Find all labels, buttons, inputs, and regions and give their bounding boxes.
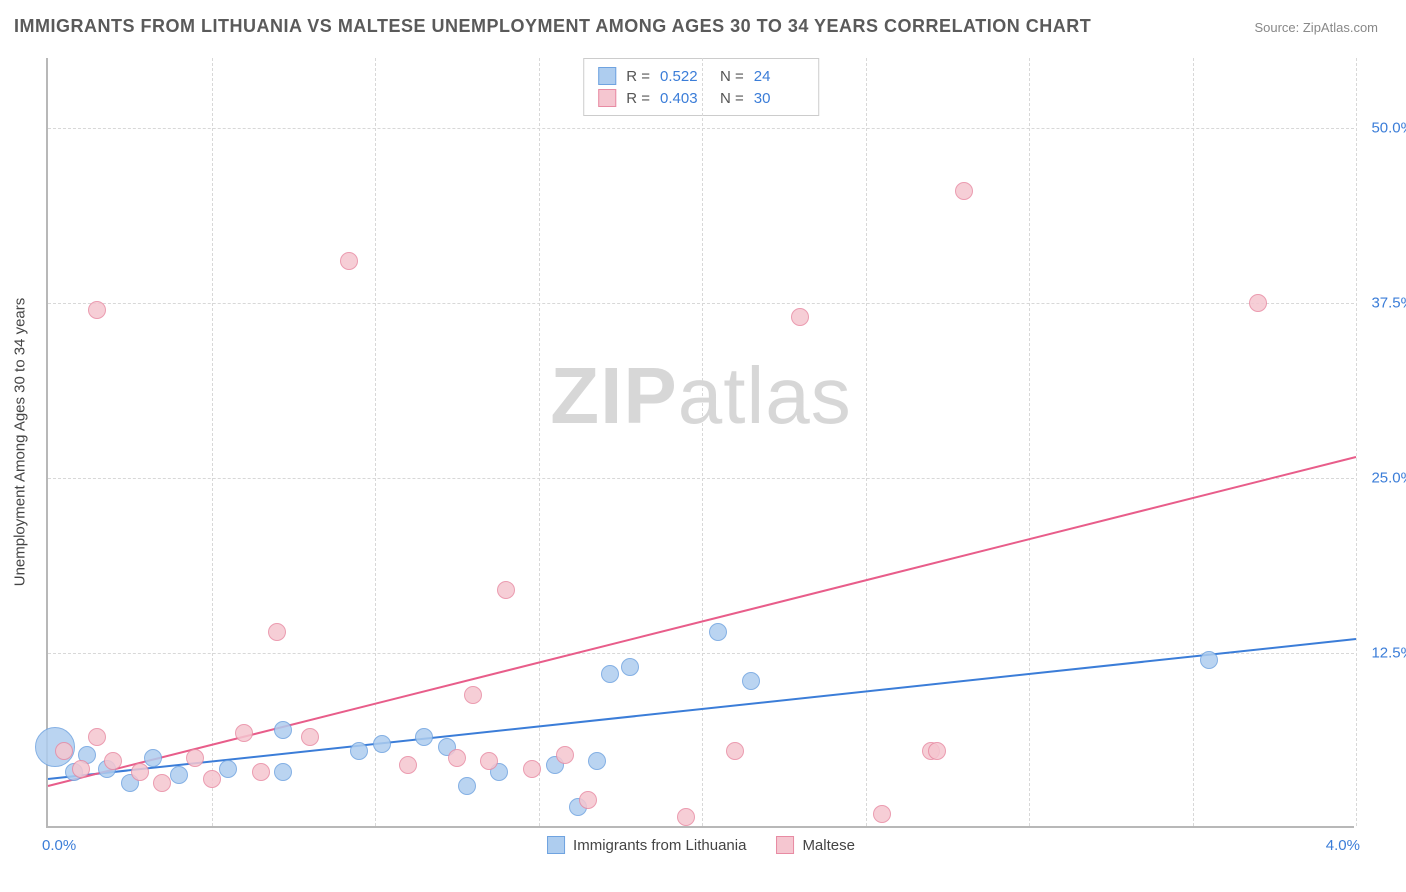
gridline-vertical (375, 58, 376, 826)
scatter-point (448, 749, 466, 767)
gridline-vertical (866, 58, 867, 826)
scatter-point (415, 728, 433, 746)
scatter-point (186, 749, 204, 767)
scatter-point (621, 658, 639, 676)
scatter-point (203, 770, 221, 788)
scatter-point (153, 774, 171, 792)
scatter-point (742, 672, 760, 690)
scatter-point (709, 623, 727, 641)
stat-N-label: N = (720, 90, 744, 107)
scatter-point (274, 763, 292, 781)
x-axis-min-label: 0.0% (42, 837, 76, 854)
chart-title: IMMIGRANTS FROM LITHUANIA VS MALTESE UNE… (14, 16, 1091, 37)
legend-label: Maltese (802, 837, 855, 854)
scatter-point (497, 581, 515, 599)
scatter-point (556, 746, 574, 764)
scatter-point (131, 763, 149, 781)
scatter-point (579, 791, 597, 809)
gridline-vertical (1356, 58, 1357, 826)
scatter-point (340, 252, 358, 270)
stats-row: R =0.522N =24 (598, 65, 804, 87)
legend-swatch (547, 836, 565, 854)
y-tick-label: 25.0% (1359, 470, 1406, 487)
scatter-point (235, 724, 253, 742)
scatter-point (252, 763, 270, 781)
scatter-point (170, 766, 188, 784)
gridline-vertical (1029, 58, 1030, 826)
y-tick-label: 37.5% (1359, 295, 1406, 312)
scatter-point (144, 749, 162, 767)
scatter-point (301, 728, 319, 746)
scatter-point (1249, 294, 1267, 312)
scatter-point (104, 752, 122, 770)
scatter-point (1200, 651, 1218, 669)
bottom-legend: Immigrants from Lithuania Maltese (547, 836, 855, 854)
y-tick-label: 50.0% (1359, 120, 1406, 137)
legend-swatch (598, 89, 616, 107)
scatter-point (458, 777, 476, 795)
scatter-point (873, 805, 891, 823)
stat-N-label: N = (720, 68, 744, 85)
legend-swatch (776, 836, 794, 854)
stats-legend-box: R =0.522N =24R =0.403N =30 (583, 58, 819, 116)
scatter-point (350, 742, 368, 760)
scatter-point (373, 735, 391, 753)
gridline-horizontal (48, 478, 1354, 479)
scatter-point (955, 182, 973, 200)
gridline-vertical (212, 58, 213, 826)
watermark-strong: ZIP (550, 351, 677, 440)
legend-item: Maltese (776, 836, 855, 854)
stat-R-label: R = (626, 90, 650, 107)
scatter-point (274, 721, 292, 739)
gridline-vertical (1193, 58, 1194, 826)
stat-N-value: 30 (754, 90, 804, 107)
watermark: ZIPatlas (550, 350, 851, 442)
stat-R-label: R = (626, 68, 650, 85)
chart-container: IMMIGRANTS FROM LITHUANIA VS MALTESE UNE… (0, 0, 1406, 892)
scatter-point (677, 808, 695, 826)
scatter-point (791, 308, 809, 326)
source-label: Source: ZipAtlas.com (1254, 20, 1378, 35)
scatter-point (55, 742, 73, 760)
gridline-horizontal (48, 128, 1354, 129)
legend-label: Immigrants from Lithuania (573, 837, 746, 854)
gridline-vertical (539, 58, 540, 826)
y-tick-label: 12.5% (1359, 645, 1406, 662)
scatter-point (480, 752, 498, 770)
scatter-point (726, 742, 744, 760)
plot-area: ZIPatlas Unemployment Among Ages 30 to 3… (46, 58, 1354, 828)
scatter-point (523, 760, 541, 778)
scatter-point (219, 760, 237, 778)
y-axis-label: Unemployment Among Ages 30 to 34 years (12, 298, 29, 587)
scatter-point (88, 728, 106, 746)
scatter-point (399, 756, 417, 774)
scatter-point (88, 301, 106, 319)
legend-item: Immigrants from Lithuania (547, 836, 746, 854)
scatter-point (268, 623, 286, 641)
stat-N-value: 24 (754, 68, 804, 85)
gridline-horizontal (48, 303, 1354, 304)
scatter-point (464, 686, 482, 704)
scatter-point (588, 752, 606, 770)
scatter-point (72, 760, 90, 778)
legend-swatch (598, 67, 616, 85)
watermark-light: atlas (678, 351, 852, 440)
scatter-point (928, 742, 946, 760)
scatter-point (601, 665, 619, 683)
stats-row: R =0.403N =30 (598, 87, 804, 109)
gridline-horizontal (48, 653, 1354, 654)
x-axis-max-label: 4.0% (1326, 837, 1360, 854)
gridline-vertical (702, 58, 703, 826)
